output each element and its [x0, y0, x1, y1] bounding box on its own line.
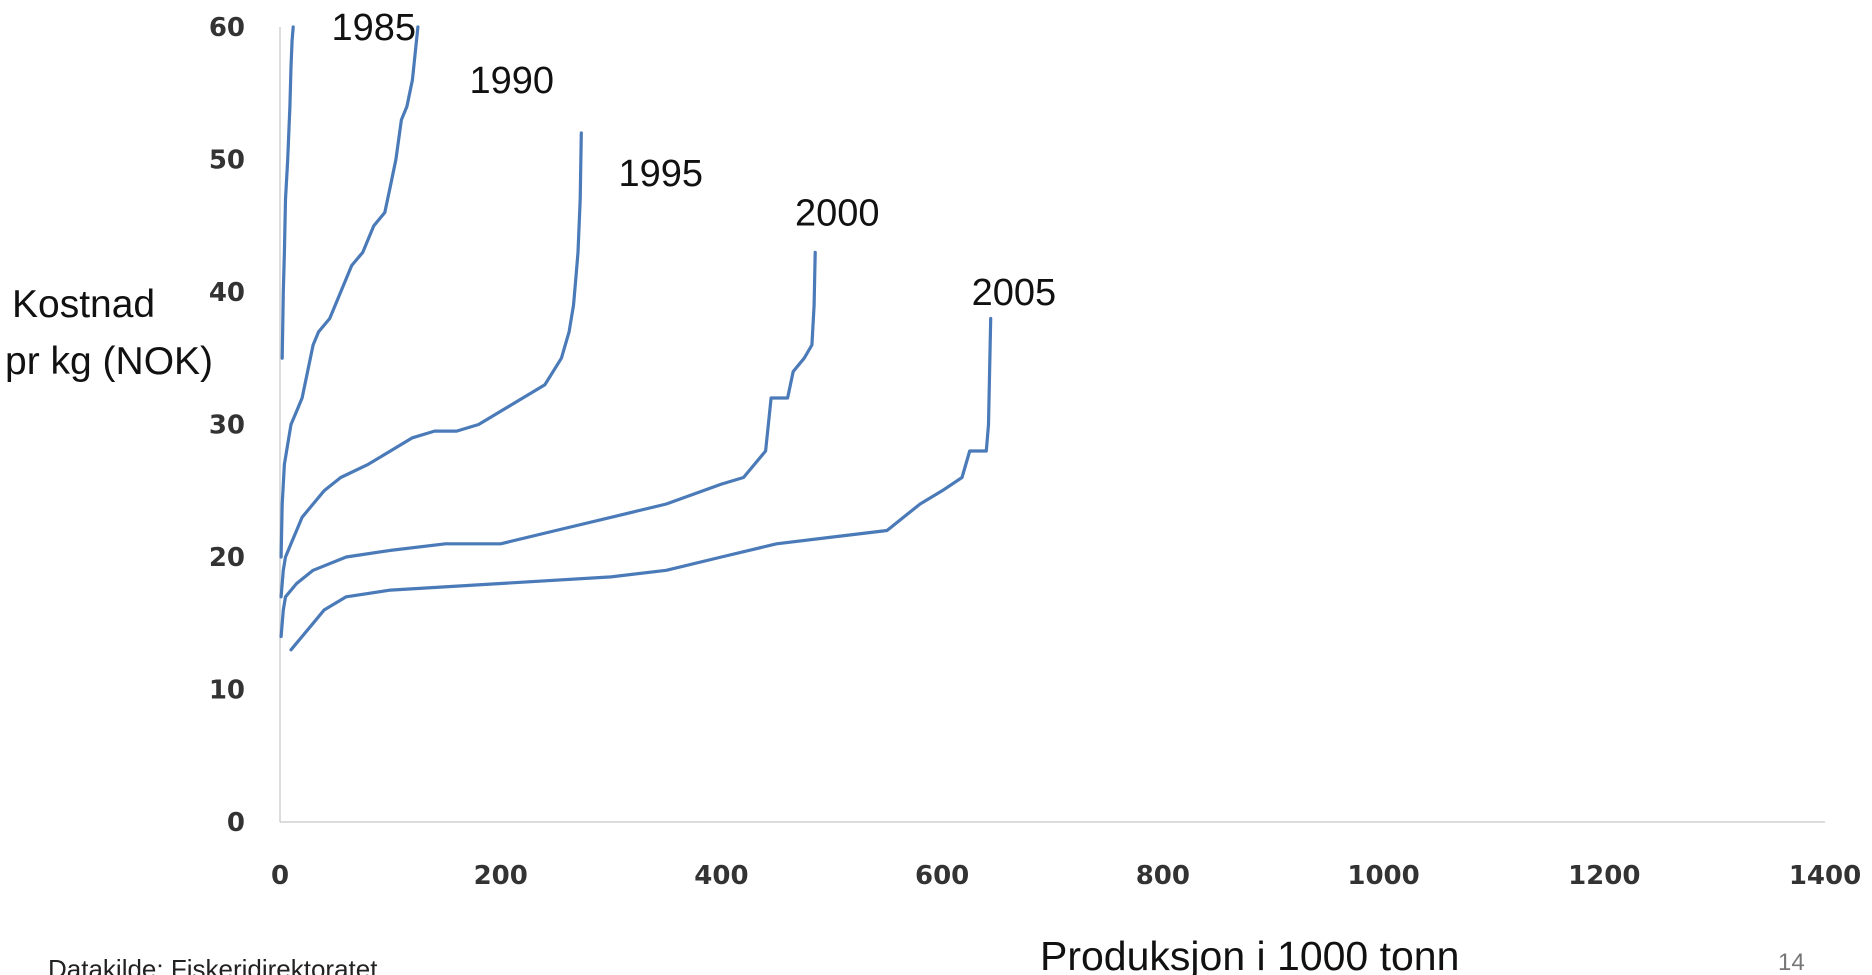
- series-line-2000: [279, 250, 817, 639]
- series-line-1995: [279, 131, 583, 599]
- x-tick-label-1200: 1200: [1568, 861, 1640, 891]
- y-tick-label-60: 60: [209, 13, 245, 43]
- y-axis-label-line-2: pr kg (NOK): [5, 340, 213, 383]
- x-tick-label-600: 600: [915, 861, 969, 891]
- x-tick-label-800: 800: [1136, 861, 1190, 891]
- page-number: 14: [1778, 949, 1805, 975]
- series-labels: 1985 1990 1995 2000 2005: [332, 7, 1057, 314]
- x-tick-label-1000: 1000: [1347, 861, 1419, 891]
- y-tick-label-50: 50: [209, 146, 245, 176]
- y-tick-label-0: 0: [227, 808, 245, 838]
- series-label-1995: 1995: [618, 153, 703, 195]
- x-tick-label-0: 0: [271, 861, 289, 891]
- source-note: Datakilde: Fiskeridirektoratet: [48, 954, 378, 975]
- series-line-1985: [280, 25, 295, 360]
- y-tick-label-20: 20: [209, 543, 245, 573]
- series-label-2005: 2005: [972, 272, 1057, 314]
- x-tick-labels: 0 200 400 600 800 1000 1200 1400: [271, 861, 1861, 891]
- x-tick-label-1400: 1400: [1789, 861, 1861, 891]
- x-tick-label-200: 200: [474, 861, 528, 891]
- series-label-1985: 1985: [332, 7, 417, 49]
- y-axis-label-line-1: Kostnad: [12, 283, 155, 326]
- series-line-1990: [279, 25, 420, 559]
- y-tick-label-10: 10: [209, 676, 245, 706]
- y-tick-label-40: 40: [209, 278, 245, 308]
- series-line-2005: [289, 316, 993, 652]
- series-label-2000: 2000: [795, 193, 880, 235]
- series-label-1990: 1990: [469, 60, 554, 102]
- series-lines: [279, 25, 993, 652]
- x-axis-label: Produksjon i 1000 tonn: [1040, 933, 1459, 975]
- y-tick-labels: 0 10 20 30 40 50 60: [209, 13, 245, 838]
- y-tick-label-30: 30: [209, 411, 245, 441]
- x-tick-label-400: 400: [694, 861, 748, 891]
